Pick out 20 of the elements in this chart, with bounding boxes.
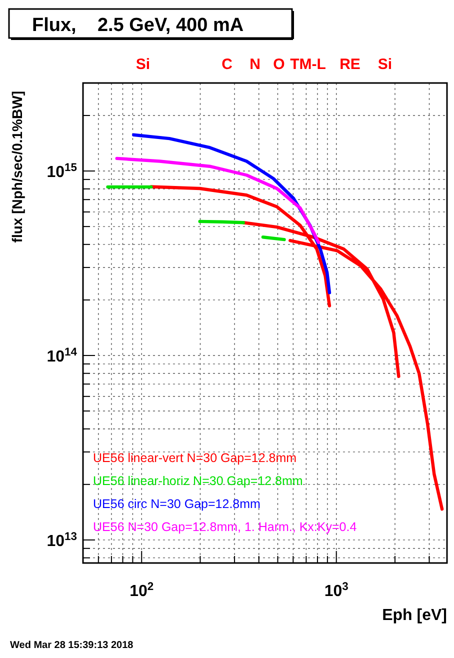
y-tick-label: 10$^{15}$ <box>46 162 77 182</box>
text: TM-L <box>290 56 326 73</box>
text: RE <box>340 56 360 73</box>
x-tick-label: 10$^{3}$ <box>324 581 348 600</box>
chart-title: Flux, 2.5 GeV, 400 mA <box>32 15 244 36</box>
text: UE56 circ N=30 Gap=12.8mm <box>93 497 260 511</box>
text: Si <box>136 56 150 73</box>
x-tick-label: 10$^{2}$ <box>130 581 154 600</box>
text: Si <box>378 56 392 73</box>
text: C <box>222 56 233 73</box>
x-axis-title: Eph [eV] <box>382 607 447 624</box>
text: UE56 linear-horiz N=30 Gap=12.8mm <box>93 474 303 488</box>
y-tick-label: 10$^{13}$ <box>46 530 77 550</box>
text: O <box>273 56 286 73</box>
text: N <box>250 56 260 73</box>
y-axis-title: flux [Nph/sec/0.1%BW] <box>9 91 25 243</box>
text: UE56 linear-vert N=30 Gap=12.8mm <box>93 451 297 465</box>
text: Wed Mar 28 15:39:13 2018 <box>10 640 134 651</box>
text: UE56 N=30 Gap=12.8mm, 1. Harm., Kx:Ky=0.4 <box>93 520 357 534</box>
y-tick-label: 10$^{14}$ <box>46 346 78 366</box>
